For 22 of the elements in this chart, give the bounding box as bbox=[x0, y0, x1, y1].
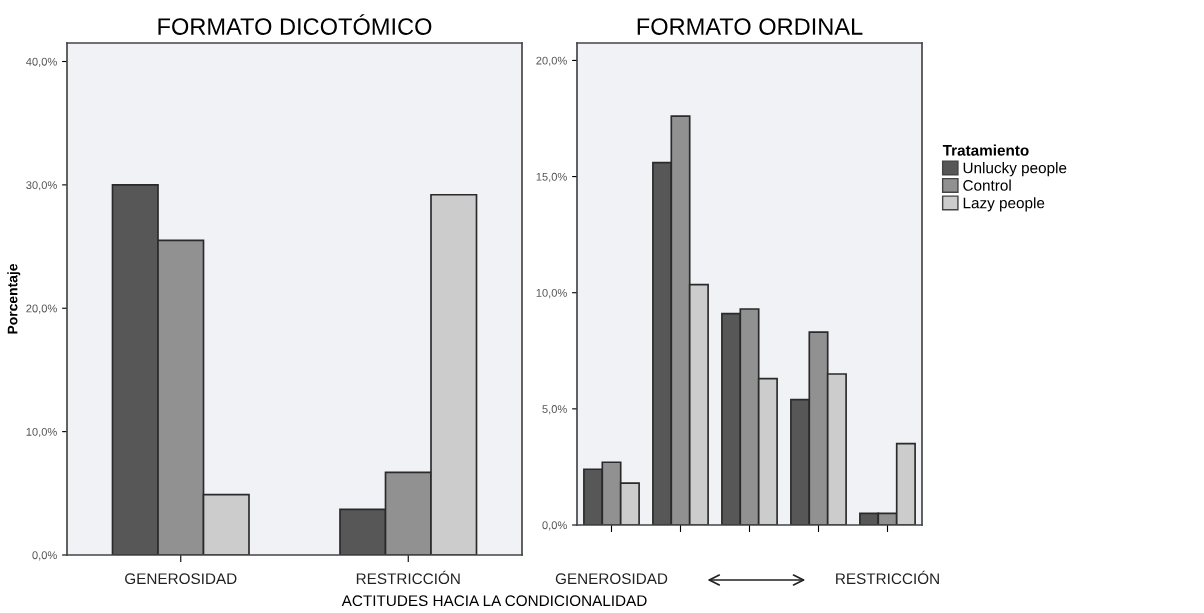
y-tick-label: 40,0% bbox=[26, 57, 57, 67]
x-tick-label: RESTRICCIÓN bbox=[836, 570, 939, 585]
x-tick-label: GENEROSIDAD bbox=[125, 573, 237, 585]
legend-label: Unlucky people bbox=[963, 162, 1067, 177]
y-tick-label: 20,0% bbox=[26, 304, 57, 314]
legend-label: Lazy people bbox=[963, 197, 1045, 212]
y-tick-label: 0,0% bbox=[542, 521, 567, 531]
y-tick-label: 10,0% bbox=[26, 427, 57, 438]
x-tick-label: RESTRICCIÓN bbox=[356, 570, 460, 585]
x-axis-title: ACTITUDES HACIA LA CONDICIONALIDAD bbox=[341, 595, 647, 607]
y-tick-label: 10,0% bbox=[536, 288, 567, 299]
y-tick-label: 0,0% bbox=[32, 551, 57, 561]
chart-title: FORMATO DICOTÓMICO bbox=[158, 14, 432, 35]
y-tick-label: 15,0% bbox=[536, 172, 567, 183]
chart-title: FORMATO ORDINAL bbox=[637, 18, 863, 35]
legend-label: Control bbox=[963, 179, 1011, 191]
x-tick-label: GENEROSIDAD bbox=[555, 573, 668, 585]
y-tick-label: 30,0% bbox=[26, 181, 57, 191]
y-axis-title: Porcentaje bbox=[7, 263, 21, 334]
y-tick-label: 20,0% bbox=[536, 56, 567, 66]
legend-title: Tratamiento bbox=[942, 144, 1029, 156]
y-tick-label: 5,0% bbox=[542, 405, 567, 415]
